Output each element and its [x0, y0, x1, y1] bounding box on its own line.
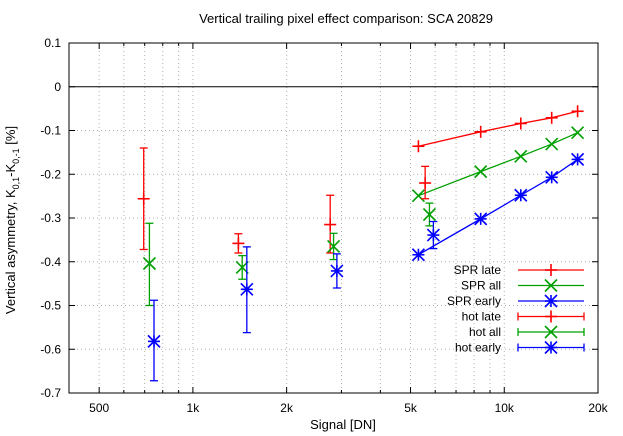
data-point: [571, 152, 585, 166]
legend-marker: [544, 278, 558, 293]
series-hot-early: [147, 220, 440, 382]
legend-item: hot all: [469, 325, 585, 339]
series-spr-late: [412, 105, 584, 153]
data-point: [514, 117, 527, 130]
data-point: [545, 137, 559, 151]
y-tick-label: -0.5: [40, 299, 61, 313]
legend-item: SPR late: [454, 263, 584, 277]
y-axis-title-main: Vertical asymmetry, K: [3, 189, 18, 314]
data-point: [147, 334, 161, 348]
y-axis-title: Vertical asymmetry, K0,1-K0,-1 [%]: [3, 126, 21, 314]
x-tick-label: 10k: [495, 401, 515, 415]
data-point: [240, 282, 254, 296]
x-tick-label: 5k: [404, 401, 418, 415]
series-spr-early: [411, 152, 585, 262]
y-tick-label: -0.1: [40, 124, 61, 138]
data-point: [411, 248, 425, 262]
data-point: [412, 140, 425, 153]
data-point: [232, 237, 245, 250]
y-tick-label: -0.7: [40, 386, 61, 400]
data-point: [545, 170, 559, 184]
data-point: [571, 105, 584, 118]
legend-label: hot late: [462, 310, 502, 324]
legend-label: hot early: [455, 341, 501, 355]
legend-marker: [545, 310, 557, 323]
data-point: [474, 212, 488, 226]
x-tick-label: 500: [89, 401, 109, 415]
legend-label: SPR all: [461, 279, 501, 293]
grid: [69, 43, 598, 393]
legend-label: hot all: [469, 325, 501, 339]
y-tick-label: 0: [54, 80, 61, 94]
legend-marker: [545, 264, 557, 276]
y-axis-title-unit: [%]: [3, 126, 18, 148]
y-tick-label: -0.6: [40, 342, 61, 356]
legend-marker: [544, 340, 558, 355]
legend-item: hot late: [462, 310, 585, 324]
y-axis-title-minus: -K: [3, 164, 18, 177]
data-point: [514, 188, 528, 202]
data-point: [419, 177, 432, 189]
data-point: [545, 111, 558, 124]
data-point: [142, 256, 156, 271]
x-tick-label: 2k: [280, 401, 294, 415]
y-tick-label: 0.1: [44, 36, 61, 50]
y-axis-title-sub2: 0,-1: [11, 148, 21, 164]
series-line: [418, 158, 578, 256]
y-tick-label: -0.4: [40, 255, 61, 269]
plot-frame: [68, 42, 599, 394]
data-point: [474, 125, 487, 138]
axis-ticks: 0.1 0 -0.1 -0.2 -0.3 -0.4 -0.5 -0.6 -0.7 500 1k 2k 5…: [40, 36, 608, 415]
legend-item: SPR all: [461, 279, 584, 293]
data-point: [426, 228, 440, 242]
x-axis-title: Signal [DN]: [310, 417, 376, 432]
data-point: [474, 165, 488, 179]
data-point: [422, 207, 437, 222]
legend-item: SPR early: [447, 294, 584, 308]
data-point: [324, 218, 337, 231]
legend-label: SPR early: [447, 294, 501, 308]
y-tick-label: -0.3: [40, 211, 61, 225]
legend-item: hot early: [455, 340, 585, 355]
legend-marker: [544, 294, 558, 308]
y-tick-label: -0.2: [40, 167, 61, 181]
data-point: [327, 239, 341, 254]
legend-marker: [544, 325, 558, 339]
series-hot-late: [137, 147, 432, 254]
x-tick-label: 20k: [588, 401, 608, 415]
series: [137, 105, 585, 382]
data-point: [514, 149, 528, 163]
chart-title: Vertical trailing pixel effect compariso…: [199, 11, 493, 26]
legend-label: SPR late: [454, 263, 502, 277]
data-point: [330, 264, 344, 278]
data-point: [137, 192, 150, 205]
data-point: [411, 189, 425, 203]
data-point: [571, 126, 585, 140]
x-tick-label: 1k: [187, 401, 201, 415]
series-spr-all: [411, 126, 585, 203]
y-axis-title-sub1: 0,1: [11, 177, 21, 190]
